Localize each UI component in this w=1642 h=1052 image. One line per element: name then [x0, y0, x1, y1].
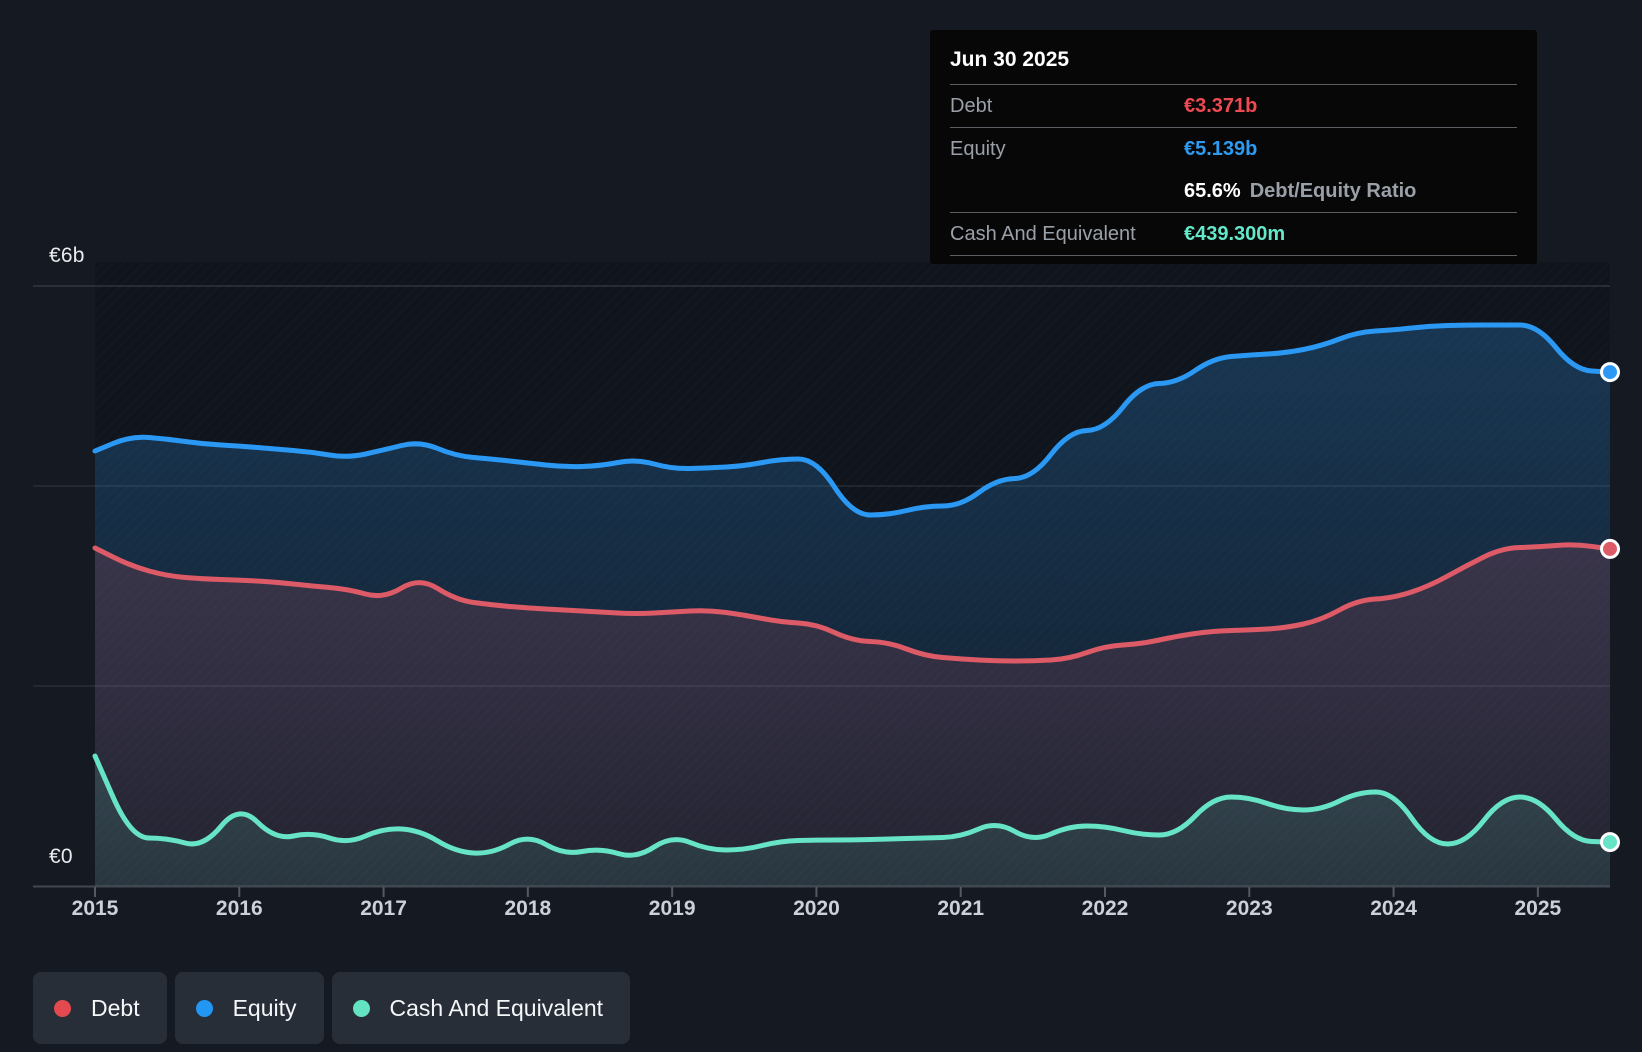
- legend-item-equity[interactable]: Equity: [174, 972, 324, 1044]
- x-axis-year-label: 2016: [215, 897, 263, 920]
- tooltip-cash-value: €439.300m: [1184, 222, 1286, 245]
- legend-item-debt[interactable]: Debt: [33, 972, 167, 1044]
- y-axis-label-0: €0: [49, 845, 73, 868]
- legend-item-cash[interactable]: Cash And Equivalent: [331, 972, 631, 1044]
- tooltip-debt-label: Debt: [950, 94, 993, 117]
- x-axis-year-label: 2023: [1225, 897, 1273, 920]
- y-axis-label-6b: €6b: [49, 244, 85, 267]
- tooltip-debt-value: €3.371b: [1184, 94, 1258, 117]
- x-axis-year-label: 2017: [360, 897, 407, 920]
- tooltip-row-debt: Debt €3.371b: [950, 84, 1517, 127]
- x-axis-year-label: 2015: [71, 897, 119, 920]
- tooltip-row-ratio: 65.6% Debt/Equity Ratio: [950, 170, 1517, 212]
- chart-tooltip: Jun 30 2025 Debt €3.371b Equity €5.139b …: [930, 30, 1537, 264]
- x-axis-year-label: 2024: [1370, 897, 1417, 920]
- legend-debt-label: Debt: [91, 994, 140, 1021]
- tooltip-ratio-label: Debt/Equity Ratio: [1249, 179, 1417, 202]
- tooltip-equity-value: €5.139b: [1184, 137, 1258, 160]
- tooltip-cash-label: Cash And Equivalent: [950, 222, 1136, 245]
- cash-series-dot-icon: [352, 999, 370, 1017]
- legend-equity-label: Equity: [232, 994, 297, 1021]
- equity-series-dot-icon: [195, 999, 213, 1017]
- debt-series-dot-icon: [54, 999, 71, 1017]
- x-axis-year-label: 2021: [937, 897, 985, 920]
- tooltip-row-equity: Equity €5.139b: [950, 127, 1517, 170]
- legend-cash-label: Cash And Equivalent: [389, 994, 604, 1021]
- x-axis-year-label: 2025: [1514, 897, 1562, 920]
- cash-endpoint-dot: [1600, 832, 1620, 853]
- tooltip-date: Jun 30 2025: [950, 48, 1070, 71]
- debt-endpoint-dot: [1600, 538, 1620, 559]
- chart-legend: Debt Equity Cash And Equivalent: [33, 972, 631, 1044]
- tooltip-row-cash: Cash And Equivalent €439.300m: [950, 212, 1517, 256]
- x-axis-year-label: 2020: [793, 897, 840, 920]
- x-axis-year-label: 2018: [504, 897, 552, 920]
- tooltip-equity-label: Equity: [950, 137, 1006, 160]
- x-axis: 2015 2016 2017 2018 2019 2020 2021 2022 2023 2024…: [0, 897, 1642, 927]
- tooltip-ratio-value: 65.6%: [1184, 179, 1241, 202]
- equity-endpoint-dot: [1600, 362, 1620, 383]
- debt-line: [92, 542, 1613, 664]
- cash-line: [92, 753, 1613, 858]
- equity-line: [92, 322, 1613, 518]
- x-axis-year-label: 2022: [1081, 897, 1129, 920]
- x-axis-year-label: 2019: [648, 897, 696, 920]
